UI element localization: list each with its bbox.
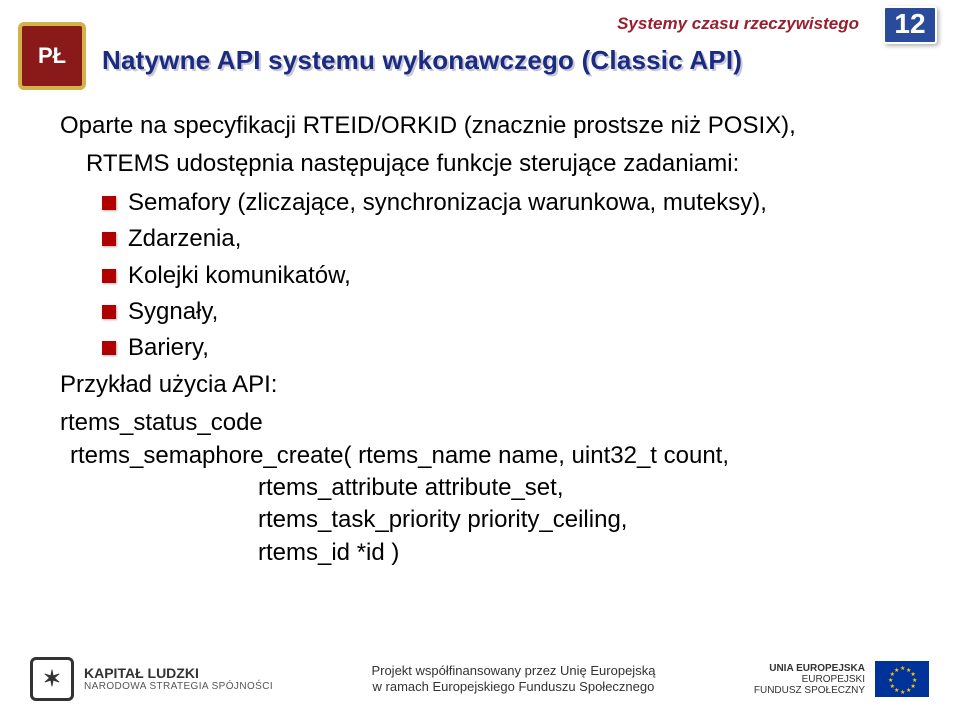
bullet-item: Zdarzenia, bbox=[102, 223, 899, 255]
api-param-line: rtems_id *id ) bbox=[258, 537, 899, 569]
bullet-item: Bariery, bbox=[102, 332, 899, 364]
eu-flag-icon: ★★★★★★★★★★★★ bbox=[875, 661, 929, 697]
eu-logo-block: UNIA EUROPEJSKA EUROPEJSKI FUNDUSZ SPOŁE… bbox=[754, 661, 929, 697]
eu-star-icon: ★ bbox=[900, 689, 905, 696]
eu-text: UNIA EUROPEJSKA EUROPEJSKI FUNDUSZ SPOŁE… bbox=[754, 663, 865, 696]
slide-body: Oparte na specyfikacji RTEID/ORKID (znac… bbox=[60, 110, 899, 569]
bullet-text: Zdarzenia, bbox=[128, 223, 899, 255]
example-label: Przykład użycia API: bbox=[60, 369, 899, 401]
bullet-item: Kolejki komunikatów, bbox=[102, 260, 899, 292]
bullet-marker-icon bbox=[102, 269, 116, 283]
api-params: rtems_attribute attribute_set,rtems_task… bbox=[60, 472, 899, 569]
kl-glyph-icon: ✶ bbox=[30, 657, 74, 701]
eu-line-1: UNIA EUROPEJSKA bbox=[754, 663, 865, 674]
bullet-marker-icon bbox=[102, 341, 116, 355]
bullet-item: Semafory (zliczające, synchronizacja war… bbox=[102, 187, 899, 219]
api-param-line: rtems_attribute attribute_set, bbox=[258, 472, 899, 504]
eu-star-icon: ★ bbox=[900, 665, 905, 672]
bullet-text: Bariery, bbox=[128, 332, 899, 364]
bullet-text: Sygnały, bbox=[128, 296, 899, 328]
slide-title-band: Natywne API systemu wykonawczego (Classi… bbox=[88, 41, 756, 82]
eu-star-icon: ★ bbox=[894, 667, 899, 674]
footer-center-text: Projekt współfinansowany przez Unię Euro… bbox=[371, 663, 655, 696]
crest-icon: PŁ bbox=[18, 22, 86, 90]
footer-center-line-1: Projekt współfinansowany przez Unię Euro… bbox=[371, 663, 655, 679]
bullet-marker-icon bbox=[102, 305, 116, 319]
footer-center-line-2: w ramach Europejskiego Funduszu Społeczn… bbox=[371, 679, 655, 695]
kapital-ludzki-logo: ✶ KAPITAŁ LUDZKI NARODOWA STRATEGIA SPÓJ… bbox=[30, 657, 273, 701]
api-line-2: rtems_semaphore_create( rtems_name name,… bbox=[70, 440, 899, 472]
bullet-text: Kolejki komunikatów, bbox=[128, 260, 899, 292]
kl-subtitle: NARODOWA STRATEGIA SPÓJNOŚCI bbox=[84, 681, 273, 692]
kl-title: KAPITAŁ LUDZKI bbox=[84, 666, 273, 681]
slide-title: Natywne API systemu wykonawczego (Classi… bbox=[102, 45, 742, 75]
course-header: Systemy czasu rzeczywistego bbox=[617, 14, 859, 34]
eu-line-2: EUROPEJSKI bbox=[754, 674, 865, 685]
api-param-line: rtems_task_priority priority_ceiling, bbox=[258, 504, 899, 536]
eu-star-icon: ★ bbox=[906, 687, 911, 694]
eu-star-icon: ★ bbox=[890, 683, 895, 690]
eu-star-icon: ★ bbox=[888, 677, 893, 684]
bullet-marker-icon bbox=[102, 232, 116, 246]
bullet-item: Sygnały, bbox=[102, 296, 899, 328]
intro-line-1: Oparte na specyfikacji RTEID/ORKID (znac… bbox=[60, 110, 899, 142]
slide-footer: ✶ KAPITAŁ LUDZKI NARODOWA STRATEGIA SPÓJ… bbox=[0, 633, 959, 725]
bullet-text: Semafory (zliczające, synchronizacja war… bbox=[128, 187, 899, 219]
api-line-1: rtems_status_code bbox=[60, 407, 899, 439]
institution-crest: PŁ bbox=[18, 22, 86, 90]
intro-line-2: RTEMS udostępnia następujące funkcje ste… bbox=[60, 148, 899, 180]
bullet-list: Semafory (zliczające, synchronizacja war… bbox=[60, 187, 899, 365]
eu-line-3: FUNDUSZ SPOŁECZNY bbox=[754, 685, 865, 696]
bullet-marker-icon bbox=[102, 196, 116, 210]
page-number: 12 bbox=[883, 8, 937, 40]
api-example: rtems_status_code rtems_semaphore_create… bbox=[60, 407, 899, 569]
